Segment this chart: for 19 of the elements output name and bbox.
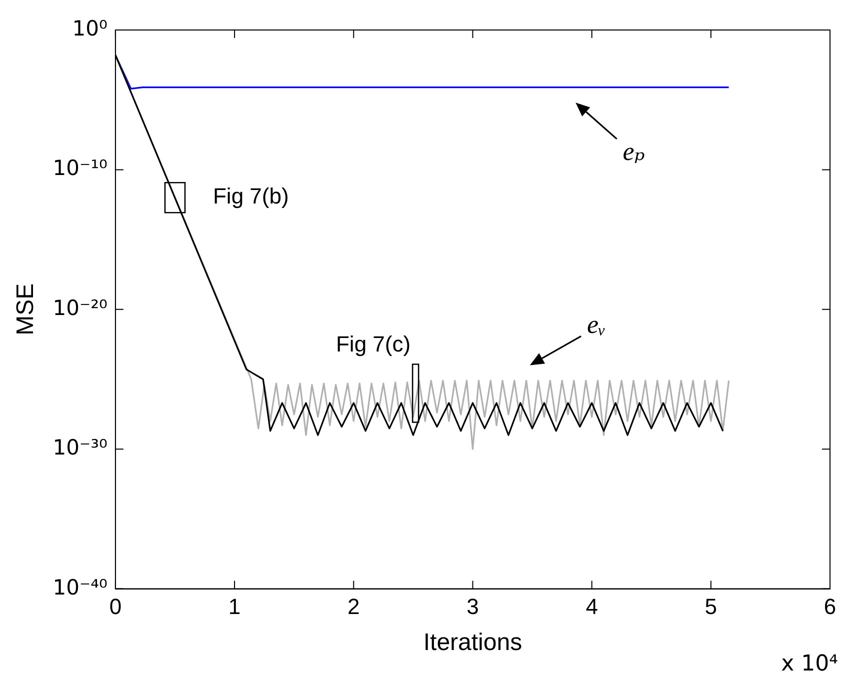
annotation: Fig 7(b) [212, 184, 289, 209]
x-tick-label: 5 [704, 594, 718, 620]
y-axis-title: MSE [12, 283, 40, 336]
y-tick-label: 10⁻⁴⁰ [52, 575, 108, 600]
text: x 10⁴ [781, 652, 838, 677]
x-tick-label: 3 [466, 594, 479, 620]
x-tick-label: 4 [586, 594, 598, 620]
x-tick-label: 1 [228, 594, 241, 620]
x-tick-label: 2 [348, 594, 360, 620]
y-tick-label: 10⁰ [72, 16, 108, 40]
annotation: Fig 7(c) [336, 331, 411, 356]
x-tick-label: 0 [109, 594, 122, 620]
x-tick-label: 6 [824, 594, 836, 620]
x-axis-title: Iterations [423, 629, 522, 656]
annotation: eᵥ [587, 310, 606, 339]
annotation: eₚ [622, 136, 645, 166]
y-tick-label: 10⁻²⁰ [52, 296, 108, 320]
y-tick-label: 10⁻¹⁰ [52, 156, 108, 180]
y-tick-label: 10⁻³⁰ [52, 436, 108, 460]
